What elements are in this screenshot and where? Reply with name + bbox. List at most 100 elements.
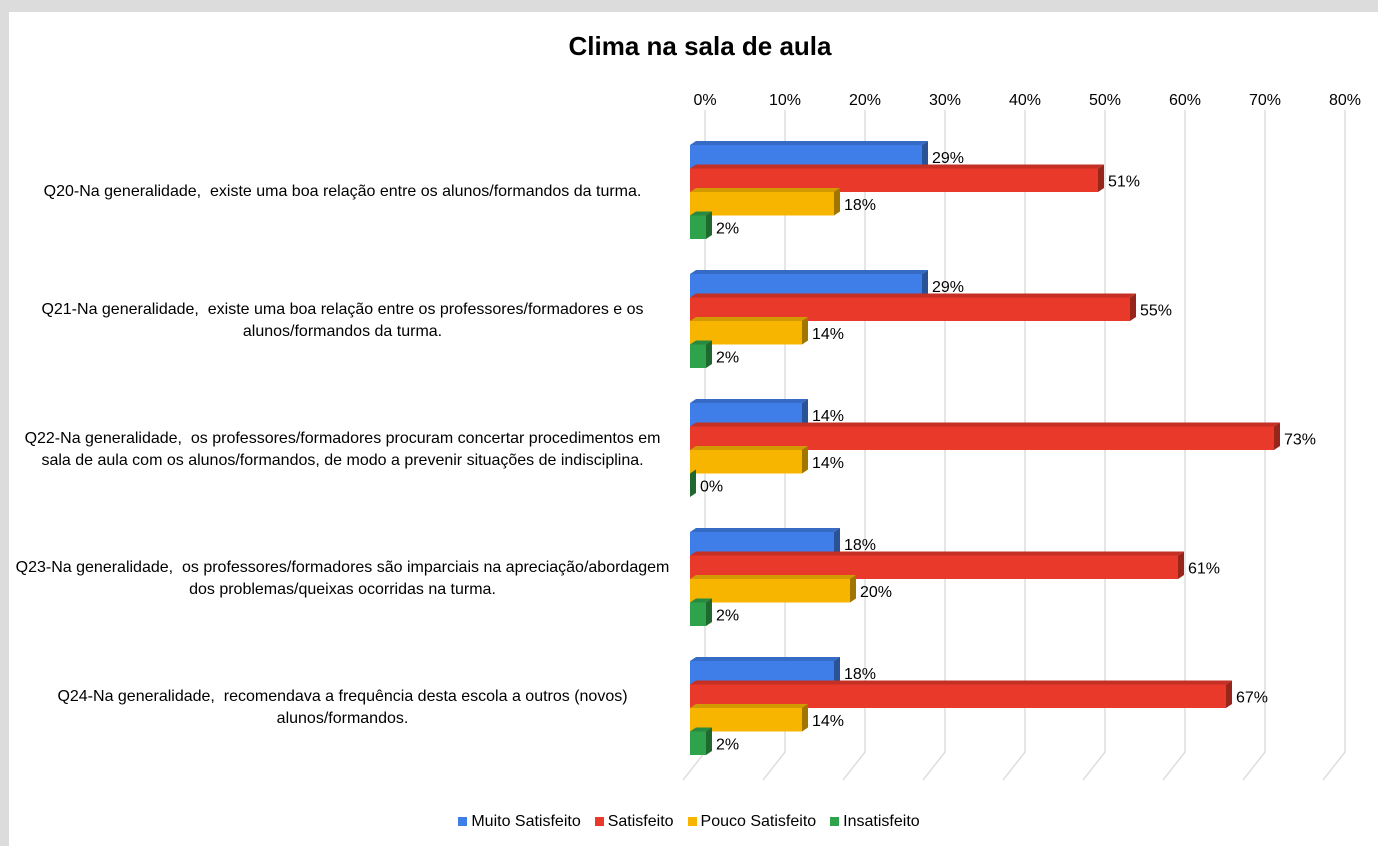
bar: [690, 188, 840, 216]
bar-face: [1098, 164, 1104, 192]
bar-face: [690, 321, 802, 345]
bar: [690, 598, 712, 626]
y-tick-label: Q24-Na generalidade, recomendava a frequ…: [57, 688, 633, 727]
grid-line: [1082, 110, 1106, 781]
bar-face: [690, 403, 802, 427]
bar-face: [690, 532, 834, 556]
bar: [690, 575, 856, 603]
data-label: 18%: [844, 537, 876, 554]
x-tick-label: 40%: [1009, 92, 1041, 109]
bar: [690, 551, 1184, 579]
x-tick-label: 30%: [929, 92, 961, 109]
bar: [690, 657, 840, 685]
bar: [690, 164, 1104, 192]
legend-swatch: [830, 817, 840, 826]
bar-face: [690, 551, 1184, 556]
legend-swatch: [594, 817, 604, 826]
bar-face: [834, 657, 840, 685]
bar-face: [690, 575, 856, 579]
bar-face: [690, 145, 922, 169]
data-label: 2%: [716, 349, 739, 366]
data-label: 14%: [812, 455, 844, 472]
legend-swatch: [458, 817, 468, 826]
y-tick-label: Q23-Na generalidade, os professores/form…: [15, 559, 670, 598]
bar-face: [690, 270, 928, 274]
bar-face: [1226, 680, 1232, 708]
x-tick-label: 80%: [1329, 92, 1361, 109]
bar-face: [706, 598, 712, 626]
data-label: 14%: [812, 713, 844, 730]
legend-label: Satisfeito: [607, 813, 674, 830]
bar-face: [802, 399, 808, 427]
bar-face: [690, 340, 712, 345]
grid-line: [1322, 110, 1346, 781]
bar-face: [690, 344, 706, 368]
grid-line: [842, 110, 866, 781]
bar: [690, 446, 808, 474]
data-label: 73%: [1284, 431, 1316, 448]
bar-face: [834, 188, 840, 216]
x-tick-label: 50%: [1089, 92, 1121, 109]
legend-label: Insatisfeito: [843, 813, 920, 830]
bar: [690, 704, 808, 732]
bar-face: [690, 708, 802, 732]
data-label: 51%: [1108, 173, 1140, 190]
bar: [690, 317, 808, 345]
legend-item: Pouco Satisfeito: [687, 813, 817, 831]
legend-label: Muito Satisfeito: [471, 813, 581, 830]
bar-face: [802, 704, 808, 732]
bar-face: [802, 446, 808, 474]
x-tick-label: 0%: [693, 92, 716, 109]
data-label: 14%: [812, 408, 844, 425]
legend-item: Insatisfeito: [830, 813, 920, 831]
grid-line: [1242, 110, 1266, 781]
bar-face: [834, 528, 840, 556]
data-label: 18%: [844, 666, 876, 683]
bar-face: [690, 598, 712, 603]
bar-face: [690, 297, 1130, 321]
bar-face: [690, 446, 808, 450]
bar-face: [690, 188, 840, 192]
bar-face: [690, 657, 840, 661]
data-label: 20%: [860, 584, 892, 601]
bar: [690, 141, 928, 169]
bar-face: [690, 727, 712, 732]
bar-face: [690, 731, 706, 755]
bar-face: [690, 684, 1226, 708]
bar-face: [690, 293, 1136, 298]
bar-face: [690, 528, 840, 532]
data-label: 2%: [716, 736, 739, 753]
bar: [690, 340, 712, 368]
bar-face: [690, 317, 808, 321]
bar-face: [690, 215, 706, 239]
data-label: 2%: [716, 220, 739, 237]
grid-line: [922, 110, 946, 781]
bar-face: [690, 422, 1280, 427]
bar: [690, 270, 928, 298]
x-tick-label: 60%: [1169, 92, 1201, 109]
y-tick-label: Q22-Na generalidade, os professores/form…: [24, 430, 665, 469]
data-label: 61%: [1188, 560, 1220, 577]
legend-item: Satisfeito: [594, 813, 674, 831]
bar: [690, 422, 1280, 450]
bar-face: [690, 602, 706, 626]
data-label: 67%: [1236, 689, 1268, 706]
grid-line: [1162, 110, 1186, 781]
data-label: 29%: [932, 279, 964, 296]
legend-swatch: [687, 817, 697, 826]
bar-face: [690, 426, 1274, 450]
data-label: 14%: [812, 326, 844, 343]
data-label: 18%: [844, 197, 876, 214]
legend-item: Muito Satisfeito: [458, 813, 581, 831]
bar-face: [1130, 293, 1136, 321]
grid-line: [1002, 110, 1026, 781]
bar-face: [1178, 551, 1184, 579]
bar-face: [690, 141, 928, 145]
bar-face: [690, 211, 712, 216]
x-tick-label: 70%: [1249, 92, 1281, 109]
y-tick-label: Q20-Na generalidade, existe uma boa rela…: [43, 183, 642, 200]
bar: [690, 727, 712, 755]
legend-label: Pouco Satisfeito: [700, 813, 817, 830]
